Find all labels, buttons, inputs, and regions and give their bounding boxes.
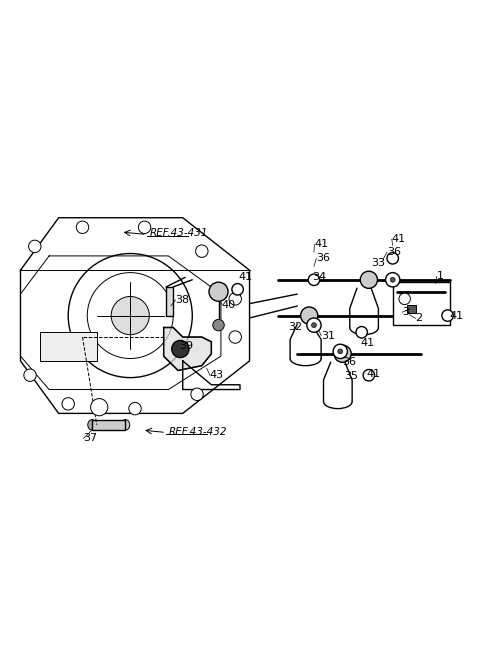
Circle shape [356,327,367,338]
Text: 41: 41 [314,240,329,250]
Circle shape [229,331,241,343]
Circle shape [338,349,343,354]
Text: 41: 41 [449,310,463,320]
Text: 41: 41 [239,272,252,282]
Text: 3: 3 [402,307,409,317]
Text: 41: 41 [366,369,381,379]
Circle shape [385,272,400,287]
Circle shape [334,345,351,362]
Circle shape [191,388,203,400]
Circle shape [312,323,316,328]
Text: 37: 37 [84,433,97,443]
Circle shape [442,310,453,322]
Text: 31: 31 [321,331,335,341]
Bar [393,282,450,325]
Text: 38: 38 [176,295,190,305]
Circle shape [232,284,243,295]
Circle shape [229,293,241,305]
Text: 41: 41 [360,338,374,348]
Bar [92,420,125,430]
Circle shape [68,253,192,378]
Text: 32: 32 [288,322,302,331]
Circle shape [308,274,320,286]
Circle shape [29,240,41,253]
Text: 36: 36 [343,358,357,367]
Text: 33: 33 [371,257,385,268]
Ellipse shape [121,420,130,430]
Circle shape [307,318,321,332]
Text: 40: 40 [222,299,236,310]
Circle shape [399,293,410,305]
Circle shape [209,282,228,301]
Bar [39,332,97,361]
Text: 36: 36 [387,247,401,257]
Circle shape [24,369,36,381]
Circle shape [300,307,318,324]
Circle shape [138,221,151,233]
Circle shape [91,399,108,416]
Ellipse shape [88,420,96,430]
Circle shape [213,320,224,331]
Text: 34: 34 [312,272,327,282]
Polygon shape [164,328,211,371]
Text: 39: 39 [180,341,193,350]
Circle shape [87,272,173,358]
Circle shape [390,277,395,282]
Bar [166,287,173,316]
Circle shape [363,369,374,381]
Text: REF.43-431: REF.43-431 [149,229,208,238]
Circle shape [76,221,89,233]
Text: 43: 43 [210,370,224,380]
Text: REF.43-432: REF.43-432 [168,426,227,436]
Bar [407,305,416,313]
Circle shape [62,398,74,410]
Circle shape [111,297,149,335]
Text: 1: 1 [437,271,444,282]
Circle shape [172,341,189,358]
Text: 36: 36 [316,253,330,263]
Circle shape [333,345,348,358]
Circle shape [360,271,377,288]
Text: 35: 35 [344,371,358,381]
Circle shape [387,253,398,264]
Text: 41: 41 [392,234,406,244]
Text: 2: 2 [416,314,423,324]
Circle shape [129,402,141,415]
Circle shape [196,245,208,257]
